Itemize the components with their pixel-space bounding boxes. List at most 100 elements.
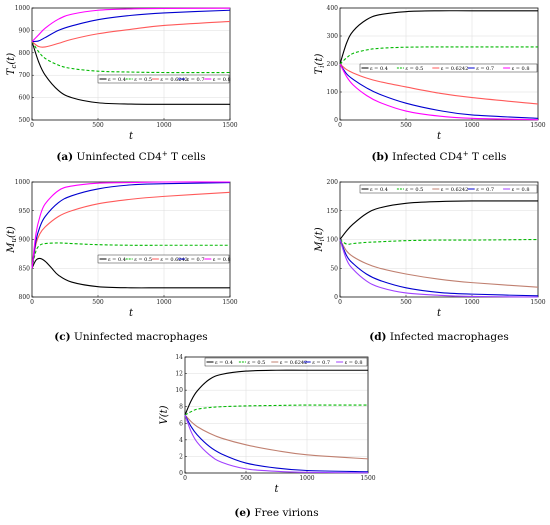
y-tick-label: 500 xyxy=(19,117,31,124)
x-tick-label: 0 xyxy=(338,122,342,129)
y-tick-label: 850 xyxy=(19,265,31,272)
legend-entry: ε = 0.6242 xyxy=(441,187,468,193)
series-line-e-2 xyxy=(184,404,369,416)
series-line-e-4 xyxy=(184,414,369,473)
series-line-a-5 xyxy=(31,7,231,42)
x-tick-label: 1000 xyxy=(464,299,479,306)
y-tick-label: 200 xyxy=(327,61,339,68)
y-tick-label: 14 xyxy=(175,354,183,361)
y-tick-label: 150 xyxy=(327,208,339,215)
series-line-c-1 xyxy=(31,257,230,289)
legend-entry: ε = 0.5 xyxy=(134,257,152,263)
legend-entry: ε = 0.4 xyxy=(370,66,388,72)
series-line-a-2 xyxy=(31,41,231,74)
series-line-b-5 xyxy=(339,63,539,121)
series-line-b-1 xyxy=(339,10,538,65)
legend-entry: ε = 0.8 xyxy=(512,187,530,193)
series-line-b-4 xyxy=(339,63,539,119)
series-line-b-2 xyxy=(339,46,538,65)
y-tick-label: 50 xyxy=(330,265,338,272)
series-line-c-2 xyxy=(31,242,230,269)
y-tick-label: 900 xyxy=(19,27,31,34)
y-tick-label: 800 xyxy=(19,50,31,57)
y-axis-label: Ti(t) xyxy=(314,54,326,75)
legend-entry: ε = 0.4 xyxy=(108,257,126,263)
legend-entry: ε = 0.4 xyxy=(108,77,126,83)
x-tick-label: 1000 xyxy=(299,475,314,482)
legend-entry: ε = 0.6242 xyxy=(280,360,307,366)
series-line-d-4 xyxy=(339,239,539,297)
legend-entry: ε = 0.8 xyxy=(213,77,231,83)
legend-entry: ε = 0.8 xyxy=(345,360,363,366)
series-line-c-3 xyxy=(31,191,231,269)
legend-entry: ε = 0.4 xyxy=(215,360,233,366)
plot-border xyxy=(31,7,231,121)
legend-box xyxy=(359,63,538,73)
y-tick-label: 0 xyxy=(334,294,338,301)
x-axis-label: t xyxy=(129,308,134,319)
series-line-e-3 xyxy=(184,414,369,460)
y-tick-label: 600 xyxy=(19,95,31,102)
x-tick-label: 1500 xyxy=(222,299,237,306)
legend-box xyxy=(97,254,230,264)
panel-caption: (b) Infected CD4+ T cells xyxy=(372,150,507,163)
x-tick-label: 500 xyxy=(400,299,412,306)
y-tick-label: 10 xyxy=(175,387,183,394)
x-tick-label: 1500 xyxy=(530,299,545,306)
series-line-a-4 xyxy=(31,9,231,43)
plot-area xyxy=(31,7,231,121)
y-tick-label: 4 xyxy=(179,437,183,444)
y-tick-label: 950 xyxy=(19,208,31,215)
y-tick-label: 100 xyxy=(327,237,339,244)
legend-entry: ε = 0.8 xyxy=(213,257,231,263)
series-line-a-1 xyxy=(31,41,231,105)
y-tick-label: 0 xyxy=(179,470,183,477)
legend-entry: ε = 0.4 xyxy=(370,187,388,193)
x-tick-label: 0 xyxy=(30,122,34,129)
series-line-e-5 xyxy=(184,414,369,474)
y-axis-label: Mu(t) xyxy=(6,226,18,254)
x-axis-label: t xyxy=(129,131,134,142)
y-axis-label: Tc(t) xyxy=(6,53,18,76)
y-tick-label: 6 xyxy=(179,420,183,427)
y-tick-label: 8 xyxy=(179,404,183,411)
series-line-b-3 xyxy=(339,63,539,105)
y-tick-label: 700 xyxy=(19,72,31,79)
legend-entry: ε = 0.7 xyxy=(187,257,205,263)
x-tick-label: 500 xyxy=(240,475,252,482)
series-line-d-5 xyxy=(339,239,539,298)
legend-entry: ε = 0.7 xyxy=(312,360,330,366)
legend-box xyxy=(97,74,230,84)
y-tick-label: 12 xyxy=(175,371,183,378)
y-tick-label: 900 xyxy=(19,237,31,244)
y-tick-label: 2 xyxy=(179,453,183,460)
legend-entry: ε = 0.6242 xyxy=(160,77,187,83)
plot-border xyxy=(31,181,231,298)
y-tick-label: 200 xyxy=(327,179,339,186)
legend-entry: ε = 0.6242 xyxy=(160,257,187,263)
legend-entry: ε = 0.8 xyxy=(512,66,530,72)
x-tick-label: 500 xyxy=(92,299,104,306)
x-tick-label: 1500 xyxy=(530,122,545,129)
x-tick-label: 1500 xyxy=(222,122,237,129)
panel-caption: (a) Uninfected CD4+ T cells xyxy=(56,150,205,163)
plot-area xyxy=(184,356,369,474)
legend-entry: ε = 0.5 xyxy=(134,77,152,83)
x-tick-label: 1000 xyxy=(156,299,171,306)
series-line-d-3 xyxy=(339,239,539,288)
y-tick-label: 400 xyxy=(327,5,339,12)
y-tick-label: 1000 xyxy=(15,5,30,12)
y-axis-label: V(t) xyxy=(159,405,170,424)
series-line-c-5 xyxy=(31,181,231,269)
x-axis-label: t xyxy=(437,131,442,142)
x-tick-label: 0 xyxy=(338,299,342,306)
